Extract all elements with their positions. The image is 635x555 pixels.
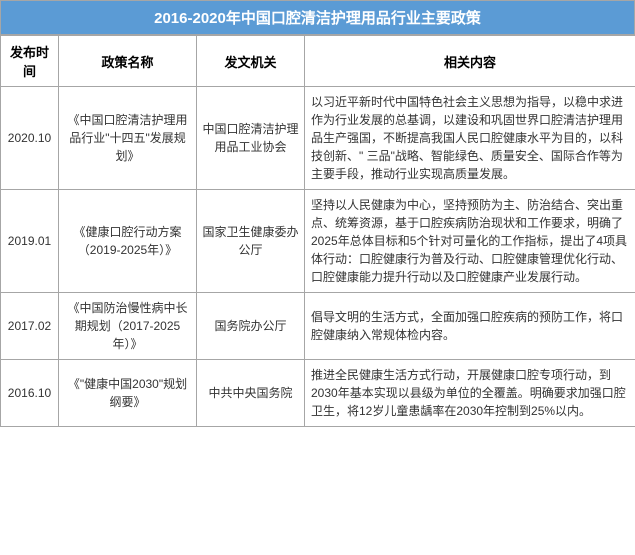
table-row: 2016.10 《"健康中国2030"规划纲要》 中共中央国务院 推进全民健康生… — [1, 360, 635, 427]
header-date: 发布时间 — [1, 36, 59, 87]
header-name: 政策名称 — [59, 36, 197, 87]
cell-content: 以习近平新时代中国特色社会主义思想为指导，以稳中求进作为行业发展的总基调，以建设… — [305, 87, 635, 190]
cell-name: 《"健康中国2030"规划纲要》 — [59, 360, 197, 427]
cell-org: 中国口腔清洁护理用品工业协会 — [197, 87, 305, 190]
cell-content: 倡导文明的生活方式，全面加强口腔疾病的预防工作，将口腔健康纳入常规体检内容。 — [305, 293, 635, 360]
cell-org: 中共中央国务院 — [197, 360, 305, 427]
table-title: 2016-2020年中国口腔清洁护理用品行业主要政策 — [0, 0, 635, 35]
cell-date: 2017.02 — [1, 293, 59, 360]
table-row: 2017.02 《中国防治慢性病中长期规划（2017-2025年）》 国务院办公… — [1, 293, 635, 360]
cell-name: 《中国防治慢性病中长期规划（2017-2025年）》 — [59, 293, 197, 360]
policy-table-container: 2016-2020年中国口腔清洁护理用品行业主要政策 发布时间 政策名称 发文机… — [0, 0, 635, 427]
cell-date: 2019.01 — [1, 190, 59, 293]
cell-date: 2020.10 — [1, 87, 59, 190]
table-row: 2020.10 《中国口腔清洁护理用品行业"十四五"发展规划》 中国口腔清洁护理… — [1, 87, 635, 190]
cell-name: 《中国口腔清洁护理用品行业"十四五"发展规划》 — [59, 87, 197, 190]
cell-content: 坚持以人民健康为中心，坚持预防为主、防治结合、突出重点、统筹资源，基于口腔疾病防… — [305, 190, 635, 293]
cell-org: 国家卫生健康委办公厅 — [197, 190, 305, 293]
cell-date: 2016.10 — [1, 360, 59, 427]
table-row: 2019.01 《健康口腔行动方案（2019-2025年）》 国家卫生健康委办公… — [1, 190, 635, 293]
cell-name: 《健康口腔行动方案（2019-2025年）》 — [59, 190, 197, 293]
policy-table: 发布时间 政策名称 发文机关 相关内容 2020.10 《中国口腔清洁护理用品行… — [0, 35, 635, 427]
header-row: 发布时间 政策名称 发文机关 相关内容 — [1, 36, 635, 87]
header-content: 相关内容 — [305, 36, 635, 87]
cell-content: 推进全民健康生活方式行动，开展健康口腔专项行动，到2030年基本实现以县级为单位… — [305, 360, 635, 427]
header-org: 发文机关 — [197, 36, 305, 87]
cell-org: 国务院办公厅 — [197, 293, 305, 360]
table-body: 2020.10 《中国口腔清洁护理用品行业"十四五"发展规划》 中国口腔清洁护理… — [1, 87, 635, 427]
